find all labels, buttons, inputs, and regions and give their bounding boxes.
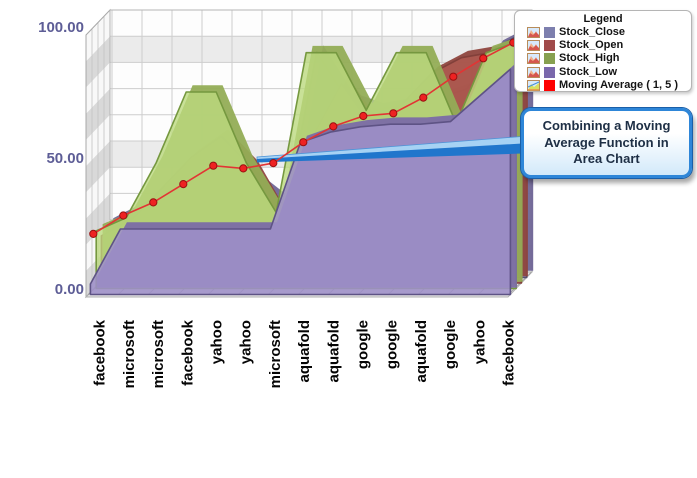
ma-marker [419, 93, 428, 102]
x-category-label: yahoo [238, 320, 255, 364]
series-area-stock_low [89, 62, 517, 296]
ma-marker [269, 159, 278, 168]
legend-item-stock-high: Stock_High [515, 52, 691, 65]
area-red-icon [527, 53, 540, 65]
legend-label: Stock_Low [559, 65, 618, 78]
x-category-label: microsoft [150, 320, 167, 388]
ma-marker [359, 111, 368, 121]
ma-marker [479, 54, 488, 63]
ma-marker [179, 180, 188, 189]
legend-swatch [544, 66, 555, 78]
legend-label: Stock_High [559, 52, 620, 65]
annotation-callout: Combining a Moving Average Function in A… [521, 108, 692, 178]
annotation-text: Combining a Moving Average Function in A… [542, 117, 671, 167]
ma-marker [299, 138, 308, 147]
legend-swatch [544, 53, 555, 65]
x-category-label: google [384, 320, 401, 369]
x-category-label: yahoo [209, 320, 226, 364]
ma-marker [119, 211, 128, 220]
x-category-label: microsoft [267, 320, 284, 388]
x-category-label: google [442, 320, 459, 369]
legend-item-moving-average-1-5: Moving Average ( 1, 5 ) [515, 79, 691, 92]
area-red-icon [527, 66, 540, 78]
y-axis-labels: 0.00 50.00 100.00 [38, 19, 84, 298]
ma-marker [449, 72, 458, 81]
ma-marker [149, 198, 158, 207]
y-tick-label: 0.00 [55, 281, 84, 298]
legend: Legend Stock_Close Stock_Open Stock_High St… [514, 10, 692, 92]
legend-item-stock-low: Stock_Low [515, 66, 691, 79]
legend-label: Stock_Open [559, 39, 624, 52]
ma-marker [209, 161, 218, 170]
legend-item-stock-close: Stock_Close [515, 26, 691, 39]
ma-marker [239, 164, 248, 173]
x-category-label: facebook [501, 319, 518, 386]
y-tick-label: 100.00 [38, 19, 84, 36]
legend-swatch [544, 40, 555, 52]
ma-marker [329, 122, 338, 131]
x-category-label: aquafold [413, 320, 430, 383]
area-green-icon [527, 79, 540, 91]
x-category-label: google [355, 320, 372, 369]
legend-item-stock-open: Stock_Open [515, 39, 691, 52]
x-category-label: microsoft [121, 320, 138, 388]
legend-title: Legend [583, 13, 623, 25]
x-category-label: aquafold [296, 320, 313, 383]
area-red-icon [527, 27, 540, 39]
x-category-label: yahoo [471, 320, 488, 364]
x-category-label: aquafold [325, 320, 342, 383]
legend-swatch [544, 27, 555, 39]
x-category-label: facebook [92, 319, 109, 386]
ma-marker [389, 109, 398, 118]
legend-label: Moving Average ( 1, 5 ) [559, 78, 678, 91]
legend-items: Stock_Close Stock_Open Stock_High Stock_Low… [515, 26, 691, 92]
x-axis-labels: facebook microsoft microsoft facebook yahoo y… [92, 319, 518, 388]
x-category-label: facebook [179, 319, 196, 386]
ma-marker [89, 229, 98, 238]
y-tick-label: 50.00 [46, 150, 84, 167]
area-red-icon [527, 40, 540, 52]
legend-label: Stock_Close [559, 26, 626, 39]
legend-swatch [544, 79, 555, 91]
